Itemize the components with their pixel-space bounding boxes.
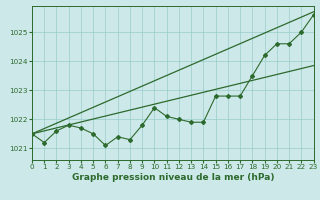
X-axis label: Graphe pression niveau de la mer (hPa): Graphe pression niveau de la mer (hPa) [72,173,274,182]
